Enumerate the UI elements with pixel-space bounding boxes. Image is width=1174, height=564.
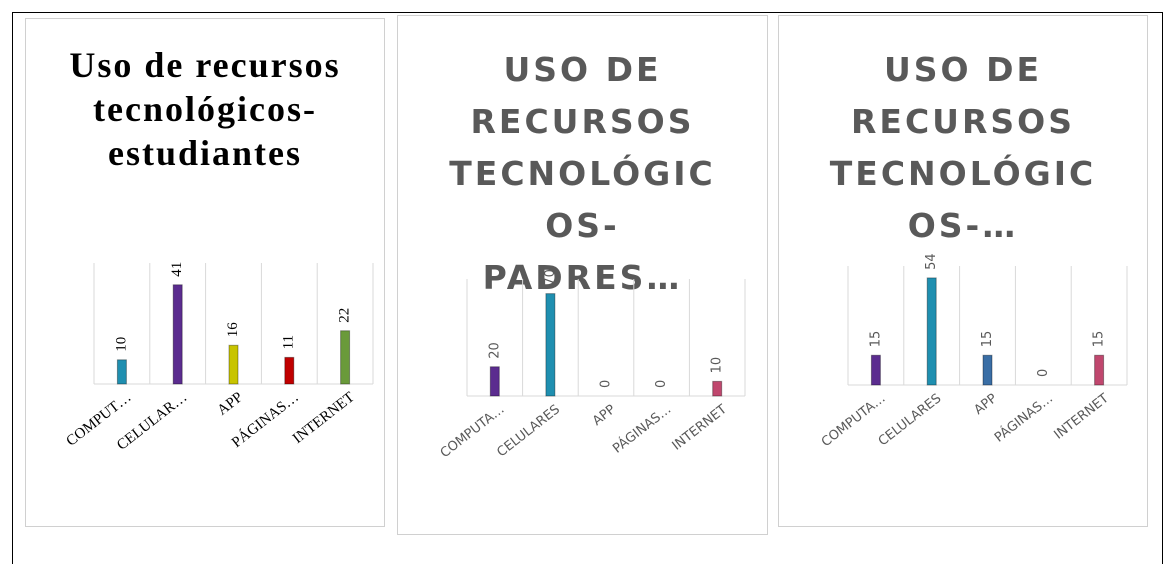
x-tick-label: INTERNET xyxy=(290,389,358,447)
bar xyxy=(340,330,351,385)
bar xyxy=(228,344,239,385)
data-label: 10 xyxy=(710,357,725,374)
data-label: 0 xyxy=(654,380,669,388)
x-tick-label: APP xyxy=(972,391,1001,418)
x-tick-label: APP xyxy=(590,402,619,429)
bar xyxy=(870,354,881,386)
data-label: 20 xyxy=(487,342,502,359)
data-label: 70 xyxy=(543,269,558,286)
data-label: 0 xyxy=(1036,369,1051,377)
chart-title: USO DE RECURSOS TECNOLÓGICOS-… xyxy=(829,50,1097,245)
data-label: 16 xyxy=(225,322,241,338)
bar xyxy=(1094,354,1105,386)
bar xyxy=(116,359,127,385)
bar xyxy=(172,284,183,385)
x-tick-label: APP xyxy=(215,389,247,419)
data-label: 15 xyxy=(980,331,995,348)
frame-top xyxy=(12,12,1163,13)
frame-left xyxy=(12,12,13,564)
bar xyxy=(545,293,556,397)
data-label: 10 xyxy=(113,337,129,352)
chart: USO DE RECURSOS TECNOLÓGICOS-… 15 COMPUTA…… xyxy=(778,15,1148,527)
chart: Uso de recursos tecnológicos-estudiantes… xyxy=(25,18,385,527)
bar xyxy=(284,356,295,385)
x-tick-label: PÁGINAS… xyxy=(991,390,1056,445)
chart: USO DE RECURSOS TECNOLÓGICOS-PADRES… 20 CO… xyxy=(397,15,768,535)
data-label: 54 xyxy=(924,253,939,270)
data-label: 11 xyxy=(281,335,297,349)
plot: 20COMPUTA…70CELULARES0APP0PÁGINAS…10INTE… xyxy=(438,269,746,461)
data-label: 41 xyxy=(169,262,185,277)
bar xyxy=(489,366,500,397)
bar xyxy=(982,354,993,386)
data-label: 22 xyxy=(337,308,353,323)
plot: 15COMPUTA…54CELULARES15APP0PÁGINAS…15INT… xyxy=(819,253,1128,450)
frame-right xyxy=(1162,12,1163,564)
data-label: 15 xyxy=(1092,331,1107,348)
bar xyxy=(712,380,723,397)
x-tick-label: INTERNET xyxy=(1052,391,1112,443)
data-label: 15 xyxy=(868,331,883,348)
data-label: 0 xyxy=(599,380,614,388)
chart-title: Uso de recursos tecnológicos-estudiantes xyxy=(69,45,341,173)
chart-title: USO DE RECURSOS TECNOLÓGICOS-PADRES… xyxy=(449,50,716,297)
x-tick-label: PÁGINAS… xyxy=(610,401,675,456)
bar xyxy=(926,277,937,386)
plot: 10COMPUT…41CELULAR…16APP11PÁGINAS…22INTE… xyxy=(64,262,374,454)
x-tick-label: INTERNET xyxy=(670,402,730,454)
